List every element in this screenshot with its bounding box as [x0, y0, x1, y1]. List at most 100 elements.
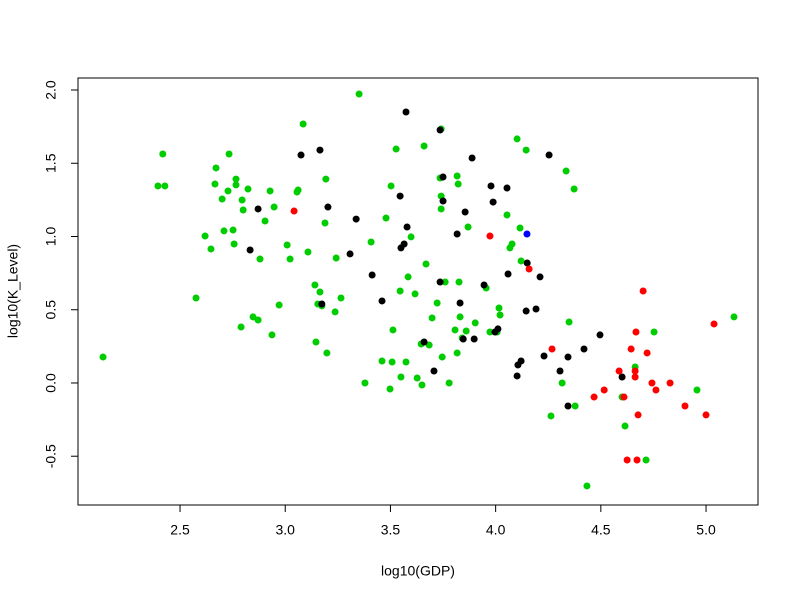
point — [565, 318, 573, 326]
point — [618, 373, 626, 381]
point — [275, 301, 283, 309]
point — [425, 341, 433, 349]
point — [378, 297, 386, 305]
point — [404, 273, 412, 281]
point — [430, 367, 438, 375]
point — [389, 326, 397, 334]
point — [496, 311, 504, 319]
point — [418, 381, 426, 389]
point — [650, 328, 658, 336]
y-tick-label: 2.0 — [43, 80, 59, 100]
point — [486, 328, 494, 336]
point — [304, 248, 312, 256]
point — [523, 230, 531, 238]
point — [441, 278, 449, 286]
point — [631, 373, 639, 381]
point — [201, 232, 209, 240]
point — [627, 345, 635, 353]
point — [237, 323, 245, 331]
point — [545, 151, 553, 159]
point — [468, 154, 476, 162]
point — [294, 186, 302, 194]
point — [411, 290, 419, 298]
point — [596, 331, 604, 339]
x-tick-label: 4.5 — [591, 522, 611, 538]
point — [230, 240, 238, 248]
point — [489, 198, 497, 206]
point — [632, 328, 640, 336]
point — [590, 393, 598, 401]
point — [299, 120, 307, 128]
point — [402, 358, 410, 366]
point — [99, 353, 107, 361]
point — [239, 206, 247, 214]
point — [620, 393, 628, 401]
point — [212, 164, 220, 172]
point — [462, 327, 470, 335]
point — [639, 287, 647, 295]
point — [386, 385, 394, 393]
point — [244, 185, 252, 193]
point — [437, 205, 445, 213]
point — [461, 208, 469, 216]
point — [396, 192, 404, 200]
point — [453, 230, 461, 238]
point — [232, 181, 240, 189]
point — [352, 215, 360, 223]
point — [312, 338, 320, 346]
point — [220, 227, 228, 235]
point — [286, 255, 294, 263]
point — [453, 349, 461, 357]
point — [495, 304, 503, 312]
point — [283, 241, 291, 249]
point — [218, 195, 226, 203]
point — [536, 273, 544, 281]
x-tick-label: 5.0 — [696, 522, 716, 538]
point — [161, 182, 169, 190]
point — [316, 288, 324, 296]
y-tick-label: -0.5 — [43, 444, 59, 468]
point — [681, 402, 689, 410]
point — [564, 353, 572, 361]
point — [154, 182, 162, 190]
point — [480, 281, 488, 289]
point — [648, 379, 656, 387]
point — [256, 255, 264, 263]
point — [403, 223, 411, 231]
plot-box — [77, 77, 759, 506]
point — [397, 373, 405, 381]
point — [522, 146, 530, 154]
point — [600, 386, 608, 394]
point — [254, 316, 262, 324]
point — [517, 257, 525, 265]
y-tick-label: 1.5 — [43, 153, 59, 173]
point — [522, 307, 530, 315]
point — [322, 175, 330, 183]
point — [224, 187, 232, 195]
point — [487, 182, 495, 190]
y-tick-label: 1.0 — [43, 227, 59, 247]
point — [332, 254, 340, 262]
point — [570, 185, 578, 193]
point — [471, 319, 479, 327]
point — [652, 386, 660, 394]
point — [438, 353, 446, 361]
point — [730, 313, 738, 321]
point — [439, 173, 447, 181]
point — [445, 379, 453, 387]
point — [503, 184, 511, 192]
y-tick-label: 0.0 — [43, 373, 59, 393]
point — [159, 150, 167, 158]
point — [436, 126, 444, 134]
point — [633, 456, 641, 464]
point — [464, 223, 472, 231]
point — [211, 180, 219, 188]
point — [382, 214, 390, 222]
point — [388, 358, 396, 366]
point — [621, 422, 629, 430]
point — [207, 245, 215, 253]
point — [321, 219, 329, 227]
x-tick-label: 2.5 — [170, 522, 190, 538]
point — [361, 379, 369, 387]
